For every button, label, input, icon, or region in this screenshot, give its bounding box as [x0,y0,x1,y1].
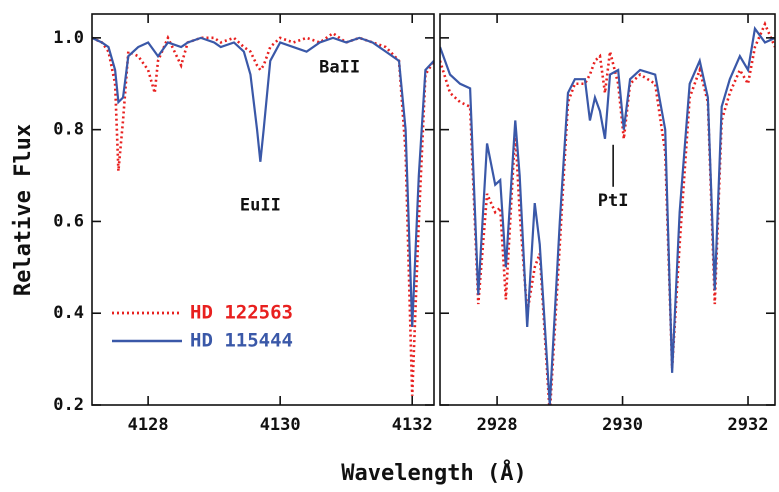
y-tick-label: 0.6 [53,211,84,231]
legend-label: HD 115444 [190,330,293,352]
annotation: PtI [598,191,629,211]
x-tick-label: 4128 [128,415,169,435]
plot-frame [439,13,776,406]
x-tick-label: 2928 [477,415,518,435]
y-tick-label: 0.4 [53,303,84,323]
y-tick-label: 1.0 [53,28,84,48]
y-tick-label: 0.2 [53,395,84,415]
x-tick-label: 4132 [392,415,433,435]
spectrum-line [440,20,775,405]
spectrum-line [440,25,775,405]
x-tick-label: 2930 [602,415,643,435]
legend-label: HD 122563 [190,302,293,324]
spectrum-line [92,36,434,328]
plot-area [92,31,434,396]
plot-frame [91,13,435,406]
plot-area [440,20,775,405]
y-axis-label: Relative Flux [11,124,36,296]
annotation: BaII [319,58,360,78]
x-tick-label: 2932 [728,415,769,435]
annotation: EuII [240,195,281,215]
x-axis-label: Wavelength (Å) [341,460,526,486]
y-tick-label: 0.8 [53,120,84,140]
x-tick-label: 4130 [260,415,301,435]
